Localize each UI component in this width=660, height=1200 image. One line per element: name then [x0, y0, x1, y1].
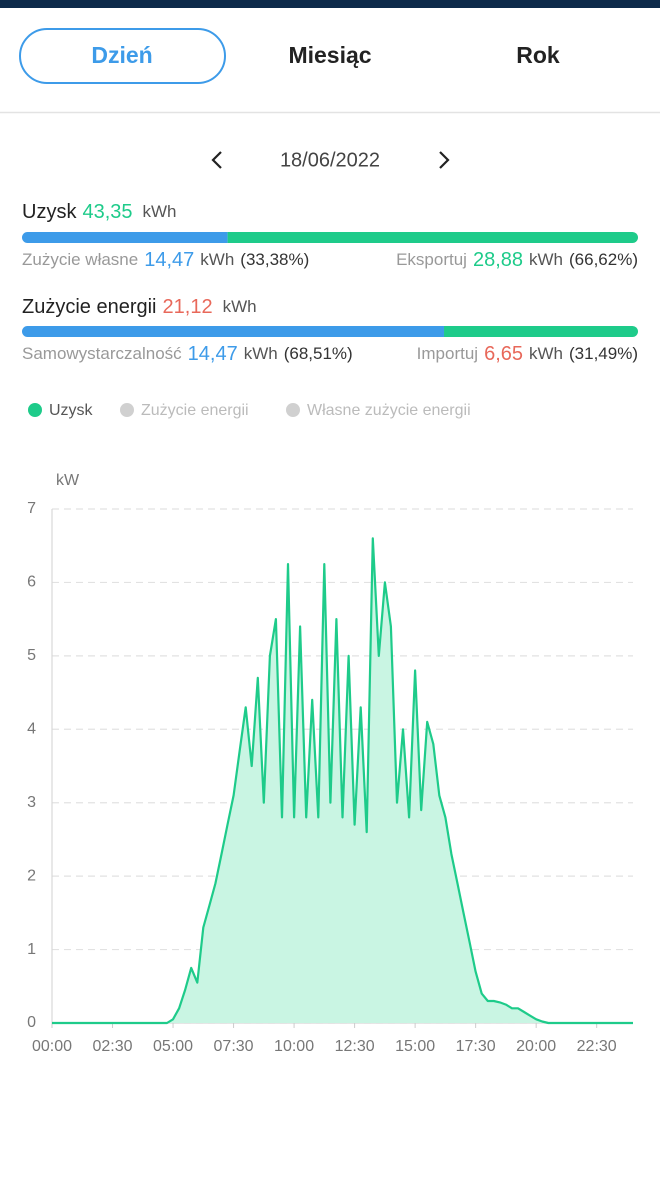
y-tick-label: 1: [27, 941, 36, 958]
value: 14,47: [188, 343, 238, 365]
unit: kWh: [529, 344, 563, 363]
legend-dot: [286, 403, 300, 417]
y-tick-label: 3: [27, 794, 36, 811]
tab[interactable]: Rok: [516, 42, 560, 68]
label: Uzysk: [22, 201, 77, 223]
unit: kWh: [244, 344, 278, 363]
unit: kWh: [200, 250, 234, 269]
value: 21,12: [163, 296, 213, 318]
next-day[interactable]: [439, 151, 450, 169]
label: Zużycie energii: [22, 296, 157, 318]
label: Samowystarczalność: [22, 344, 182, 363]
unit: kWh: [529, 250, 563, 269]
share: (68,51%): [284, 344, 353, 363]
x-tick-label: 15:00: [395, 1038, 435, 1055]
value: 28,88: [473, 249, 523, 271]
label: Eksportuj: [396, 250, 467, 269]
prev-day[interactable]: [211, 151, 222, 169]
yield-heading: Uzysk 43,35 kWh: [22, 201, 177, 223]
legend-item[interactable]: Własne zużycie energii: [286, 402, 471, 419]
bar-segment: [22, 326, 445, 337]
status-bar: [0, 0, 660, 8]
y-tick-label: 2: [27, 867, 36, 884]
self-sufficiency: Samowystarczalność 14,47 kWh (68,51%): [22, 343, 353, 365]
x-tick-label: 12:30: [335, 1038, 375, 1055]
tab-bar: Dzień Miesiąc Rok: [19, 28, 560, 84]
bar-segment: [22, 232, 228, 243]
export: Eksportuj 28,88 kWh (66,62%): [396, 249, 638, 271]
legend-label: Własne zużycie energii: [307, 402, 471, 419]
x-tick-label: 00:00: [32, 1038, 72, 1055]
tab[interactable]: Dzień: [19, 28, 226, 84]
value: 6,65: [484, 343, 523, 365]
tab-label: Miesiąc: [288, 42, 371, 68]
legend-dot: [28, 403, 42, 417]
x-tick-label: 07:30: [214, 1038, 254, 1055]
unit: kWh: [143, 202, 177, 221]
consumption-bar: [22, 326, 638, 337]
share: (66,62%): [569, 250, 638, 269]
value: 43,35: [82, 201, 132, 223]
x-tick-label: 17:30: [456, 1038, 496, 1055]
y-unit: kW: [56, 472, 80, 489]
bar-segment: [227, 232, 638, 243]
area-line: [52, 537, 633, 1025]
tab-label: Dzień: [91, 42, 152, 68]
x-tick-label: 20:00: [516, 1038, 556, 1055]
x-tick-label: 05:00: [153, 1038, 193, 1055]
unit: kWh: [223, 297, 257, 316]
legend-item[interactable]: Zużycie energii: [120, 402, 249, 419]
legend-item[interactable]: Uzysk: [28, 402, 94, 419]
date: 18/06/2022: [280, 149, 380, 171]
x-tick-label: 22:30: [577, 1038, 617, 1055]
bar-segment: [444, 326, 638, 337]
import: Importuj 6,65 kWh (31,49%): [417, 343, 638, 365]
tab-label: Rok: [516, 42, 560, 68]
x-tick-label: 10:00: [274, 1038, 314, 1055]
y-tick-label: 5: [27, 647, 36, 664]
tab-pill: [19, 28, 226, 84]
label: Importuj: [417, 344, 478, 363]
legend-label: Zużycie energii: [141, 402, 249, 419]
chart: 0 1 2 3 4 5 6 7 00:00 02:30 05:00 07:30 10:00 12:30 15…: [27, 500, 633, 1055]
y-tick-label: 7: [27, 500, 36, 517]
yield-bar: [22, 232, 638, 243]
y-tick-label: 0: [27, 1014, 36, 1031]
legend-dot: [120, 403, 134, 417]
legend: Uzysk Zużycie energii Własne zużycie energ…: [28, 402, 471, 419]
value: 14,47: [144, 249, 194, 271]
share: (31,49%): [569, 344, 638, 363]
label: Zużycie własne: [22, 250, 138, 269]
y-tick-label: 6: [27, 574, 36, 591]
own-use: Zużycie własne 14,47 kWh (33,38%): [22, 249, 309, 271]
area-fill: [52, 538, 633, 1023]
legend-label: Uzysk: [49, 402, 94, 419]
consumption-heading: Zużycie energii 21,12 kWh: [22, 296, 257, 318]
tab[interactable]: Miesiąc: [288, 42, 371, 68]
x-tick-label: 02:30: [92, 1038, 132, 1055]
y-tick-label: 4: [27, 721, 36, 738]
share: (33,38%): [240, 250, 309, 269]
